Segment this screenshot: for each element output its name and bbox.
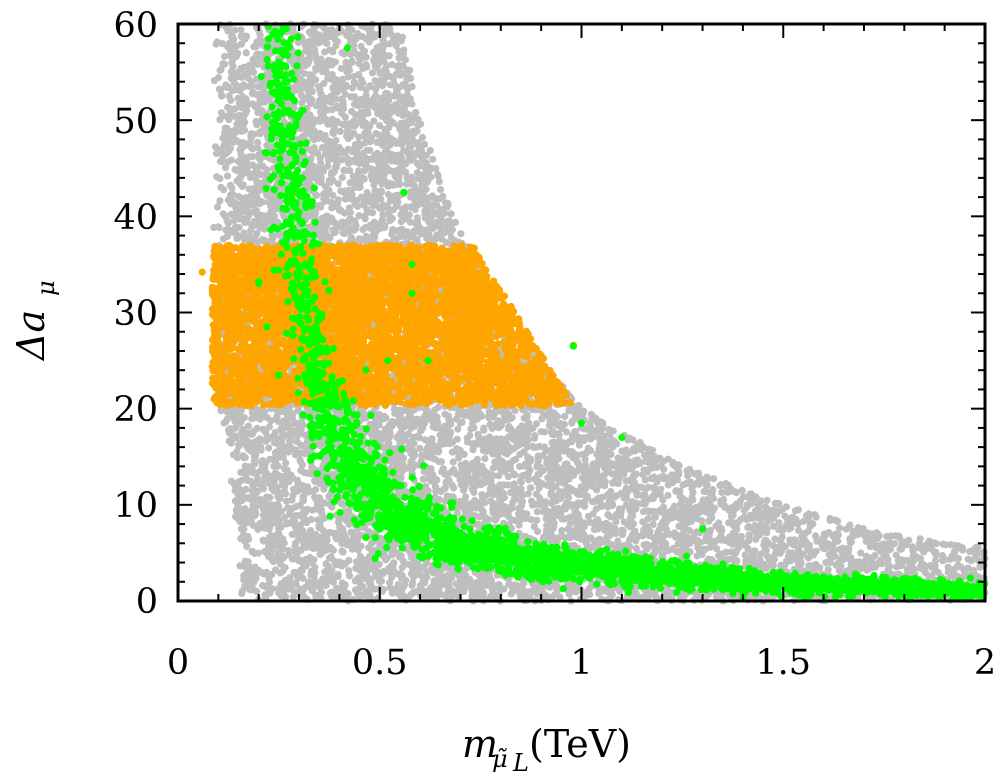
grey-point	[826, 514, 834, 523]
grey-point	[316, 203, 324, 211]
grey-point	[515, 521, 523, 529]
grey-point	[328, 545, 336, 553]
grey-point	[235, 192, 243, 201]
grey-point	[457, 230, 465, 238]
grey-point	[741, 551, 749, 559]
grey-point	[429, 155, 437, 163]
grey-point	[462, 493, 470, 501]
grey-point	[783, 515, 791, 523]
grey-point	[495, 584, 503, 592]
grey-point	[316, 117, 324, 125]
grey-point	[485, 516, 493, 524]
grey-point	[563, 441, 571, 449]
grey-point	[563, 428, 571, 436]
grey-point	[533, 516, 541, 524]
grey-point	[794, 506, 803, 514]
grey-point	[534, 527, 542, 536]
grey-point	[253, 121, 261, 129]
grey-point	[436, 185, 445, 194]
grey-point	[954, 561, 962, 569]
grey-point	[398, 563, 406, 572]
grey-point	[282, 580, 290, 588]
grey-point	[237, 525, 246, 533]
grey-point	[397, 552, 405, 560]
grey-point	[406, 193, 415, 201]
data-points-layer	[198, 20, 989, 605]
grey-point	[723, 488, 731, 496]
grey-point	[396, 53, 404, 62]
grey-point	[554, 430, 562, 438]
grey-point	[593, 450, 601, 458]
grey-point	[763, 496, 771, 504]
grey-point	[622, 477, 630, 485]
grey-point	[319, 533, 327, 541]
grey-point	[216, 116, 224, 124]
grey-point	[357, 42, 365, 51]
grey-point	[684, 472, 692, 480]
grey-point	[212, 40, 220, 48]
grey-point	[737, 532, 746, 541]
grey-point	[293, 502, 301, 511]
grey-point	[547, 428, 556, 436]
grey-point	[240, 63, 248, 71]
grey-point	[763, 552, 772, 560]
grey-point	[510, 495, 519, 503]
grey-point	[964, 564, 972, 572]
grey-point	[675, 470, 683, 478]
grey-point	[504, 481, 512, 489]
grey-point	[895, 532, 903, 540]
grey-point	[517, 496, 525, 504]
grey-point	[871, 551, 879, 560]
grey-point	[604, 511, 612, 519]
grey-point	[395, 83, 403, 92]
grey-point	[233, 177, 241, 185]
grey-point	[220, 186, 228, 194]
grey-point	[428, 192, 437, 201]
grey-point	[435, 458, 443, 466]
grey-point	[649, 520, 657, 529]
grey-point	[886, 539, 894, 547]
grey-point	[488, 424, 496, 433]
grey-point	[299, 497, 307, 505]
grey-point	[527, 484, 535, 492]
grey-point	[247, 226, 255, 234]
grey-point	[795, 526, 803, 535]
grey-point	[307, 515, 315, 524]
grey-point	[265, 444, 273, 452]
grey-point	[228, 184, 236, 192]
grey-point	[218, 92, 226, 100]
grey-point	[315, 99, 323, 107]
grey-point	[242, 49, 250, 57]
